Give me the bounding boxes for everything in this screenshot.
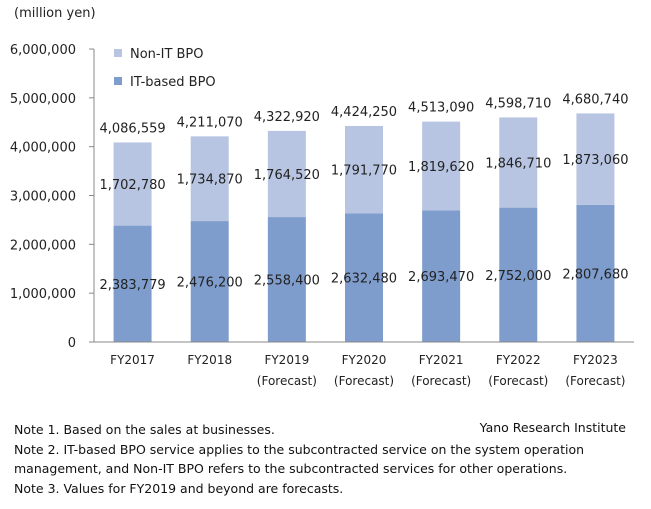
- note-3: Note 3. Values for FY2019 and beyond are…: [14, 480, 344, 496]
- x-tick-label: FY2018: [187, 353, 232, 367]
- data-label-total: 4,086,559: [99, 121, 165, 136]
- data-label-non-it-bpo: 1,819,620: [408, 160, 474, 175]
- bar-it-based-bpo: [576, 204, 615, 342]
- y-axis-ticks: 0 1,000,000 2,000,000 3,000,000 4,000,000 5,0…: [10, 43, 94, 351]
- bar-it-based-bpo: [113, 225, 152, 342]
- data-label-total: 4,424,250: [331, 105, 397, 120]
- x-tick-sublabel: (Forecast): [411, 374, 471, 388]
- data-label-non-it-bpo: 1,734,870: [177, 173, 243, 188]
- bar-non-it-bpo: [345, 125, 383, 214]
- legend: Non-IT BPO IT-based BPO: [114, 47, 216, 90]
- y-axis-unit-label: (million yen): [14, 6, 96, 21]
- notes: Note 1. Based on the sales at businesses…: [14, 420, 644, 498]
- source-credit: Yano Research Institute: [479, 420, 626, 435]
- y-tick-label: 1,000,000: [10, 287, 76, 302]
- x-tick-label: FY2017: [110, 353, 155, 367]
- data-label-it-based-bpo: 2,558,400: [254, 274, 320, 289]
- data-labels: 2,383,779 1,702,780 4,086,559 2,476,200 1,73…: [99, 92, 628, 292]
- bar-it-based-bpo: [499, 207, 538, 342]
- bpo-market-chart: (million yen) 0 1,000,000 2,000,000 3,000,0…: [10, 6, 634, 388]
- data-label-total: 4,680,740: [562, 92, 628, 107]
- y-tick-label: 5,000,000: [10, 92, 76, 107]
- x-tick-label: FY2023: [573, 353, 618, 367]
- x-tick-label: FY2019: [264, 353, 309, 367]
- x-tick-sublabel: (Forecast): [257, 374, 317, 388]
- data-label-non-it-bpo: 1,873,060: [562, 153, 628, 168]
- data-label-it-based-bpo: 2,383,779: [99, 278, 165, 293]
- y-tick-label: 2,000,000: [10, 238, 76, 253]
- note-1: Note 1. Based on the sales at businesses…: [14, 422, 275, 437]
- bar-it-based-bpo: [190, 221, 229, 342]
- note-2-line-2: management, and Non-IT BPO refers to the…: [14, 461, 568, 476]
- x-tick-label: FY2022: [496, 353, 541, 367]
- bar-non-it-bpo: [576, 113, 615, 205]
- data-label-it-based-bpo: 2,632,480: [331, 272, 397, 287]
- bar-non-it-bpo: [499, 117, 538, 208]
- y-tick-label: 4,000,000: [10, 141, 76, 156]
- x-tick-sublabel: (Forecast): [565, 374, 625, 388]
- bars: [113, 113, 615, 342]
- x-tick-label: FY2020: [342, 353, 387, 367]
- y-tick-label: 0: [68, 336, 76, 351]
- data-label-it-based-bpo: 2,476,200: [177, 276, 243, 291]
- legend-it-based-bpo-swatch: [114, 77, 122, 85]
- data-label-non-it-bpo: 1,764,520: [254, 168, 320, 183]
- data-label-non-it-bpo: 1,846,710: [485, 157, 551, 172]
- bar-it-based-bpo: [345, 213, 383, 342]
- data-label-it-based-bpo: 2,752,000: [485, 269, 551, 284]
- bar-it-based-bpo: [422, 210, 461, 342]
- x-tick-sublabel: (Forecast): [488, 374, 548, 388]
- data-label-it-based-bpo: 2,807,680: [562, 267, 628, 282]
- data-label-total: 4,322,920: [254, 110, 320, 125]
- data-label-total: 4,598,710: [485, 96, 551, 111]
- legend-it-based-bpo-label: IT-based BPO: [130, 75, 216, 90]
- bar-non-it-bpo: [113, 142, 152, 226]
- bar-non-it-bpo: [267, 130, 306, 218]
- bar-non-it-bpo: [190, 136, 229, 222]
- bar-non-it-bpo: [422, 121, 461, 211]
- y-tick-label: 6,000,000: [10, 43, 76, 58]
- data-label-non-it-bpo: 1,702,780: [99, 178, 165, 193]
- x-axis-labels: FY2017 FY2018 FY2019 (Forecast) FY2020 (Forec…: [110, 353, 625, 388]
- y-tick-label: 3,000,000: [10, 190, 76, 205]
- note-2-line-1: Note 2. IT-based BPO service applies to …: [14, 441, 585, 457]
- x-tick-sublabel: (Forecast): [334, 374, 394, 388]
- bar-it-based-bpo: [267, 217, 306, 342]
- legend-non-it-bpo-label: Non-IT BPO: [130, 47, 204, 62]
- data-label-non-it-bpo: 1,791,770: [331, 164, 397, 179]
- data-label-it-based-bpo: 2,693,470: [408, 270, 474, 285]
- data-label-total: 4,513,090: [408, 101, 474, 116]
- data-label-total: 4,211,070: [177, 115, 243, 130]
- x-tick-label: FY2021: [419, 353, 464, 367]
- legend-non-it-bpo-swatch: [114, 49, 122, 57]
